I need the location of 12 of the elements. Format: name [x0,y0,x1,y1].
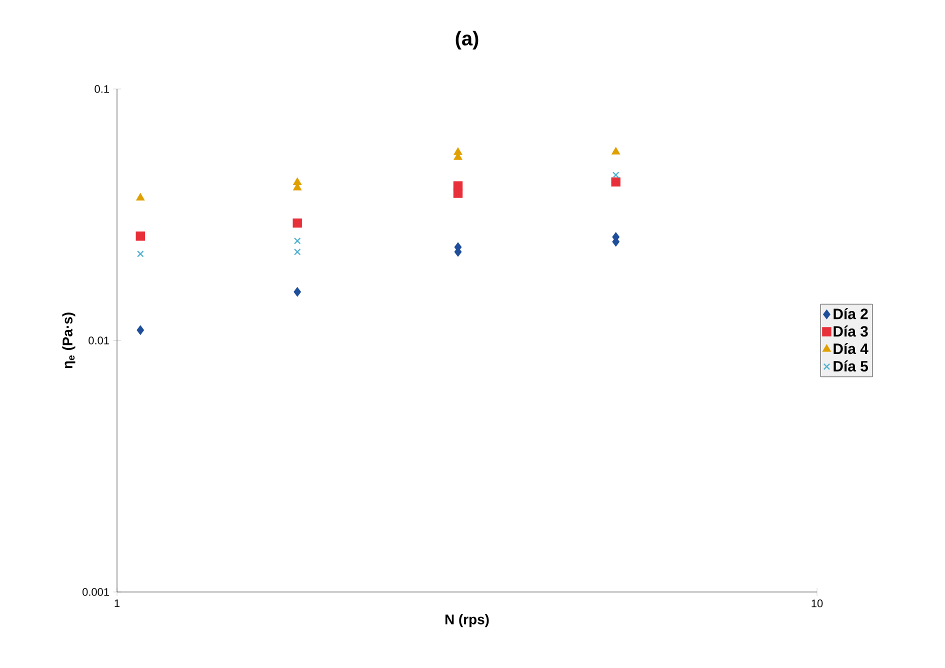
x-tick-label: 10 [812,600,823,608]
y-tick-label: 0.1 [94,85,109,93]
legend-label: Día 2 [834,308,868,320]
x-axis-title: N (rps) [445,614,489,628]
legend-label: Día 4 [834,342,868,354]
legend-label: Día 5 [834,360,868,372]
chart-title: (a) [456,30,478,50]
x-tick-label: 1 [114,600,120,608]
legend-label: Día 3 [834,326,868,337]
y-tick-label: 0.01 [88,336,109,344]
y-axis-title: η$_{e}$ (Pa·s) [62,312,76,368]
y-tick-label: 0.001 [82,588,109,596]
